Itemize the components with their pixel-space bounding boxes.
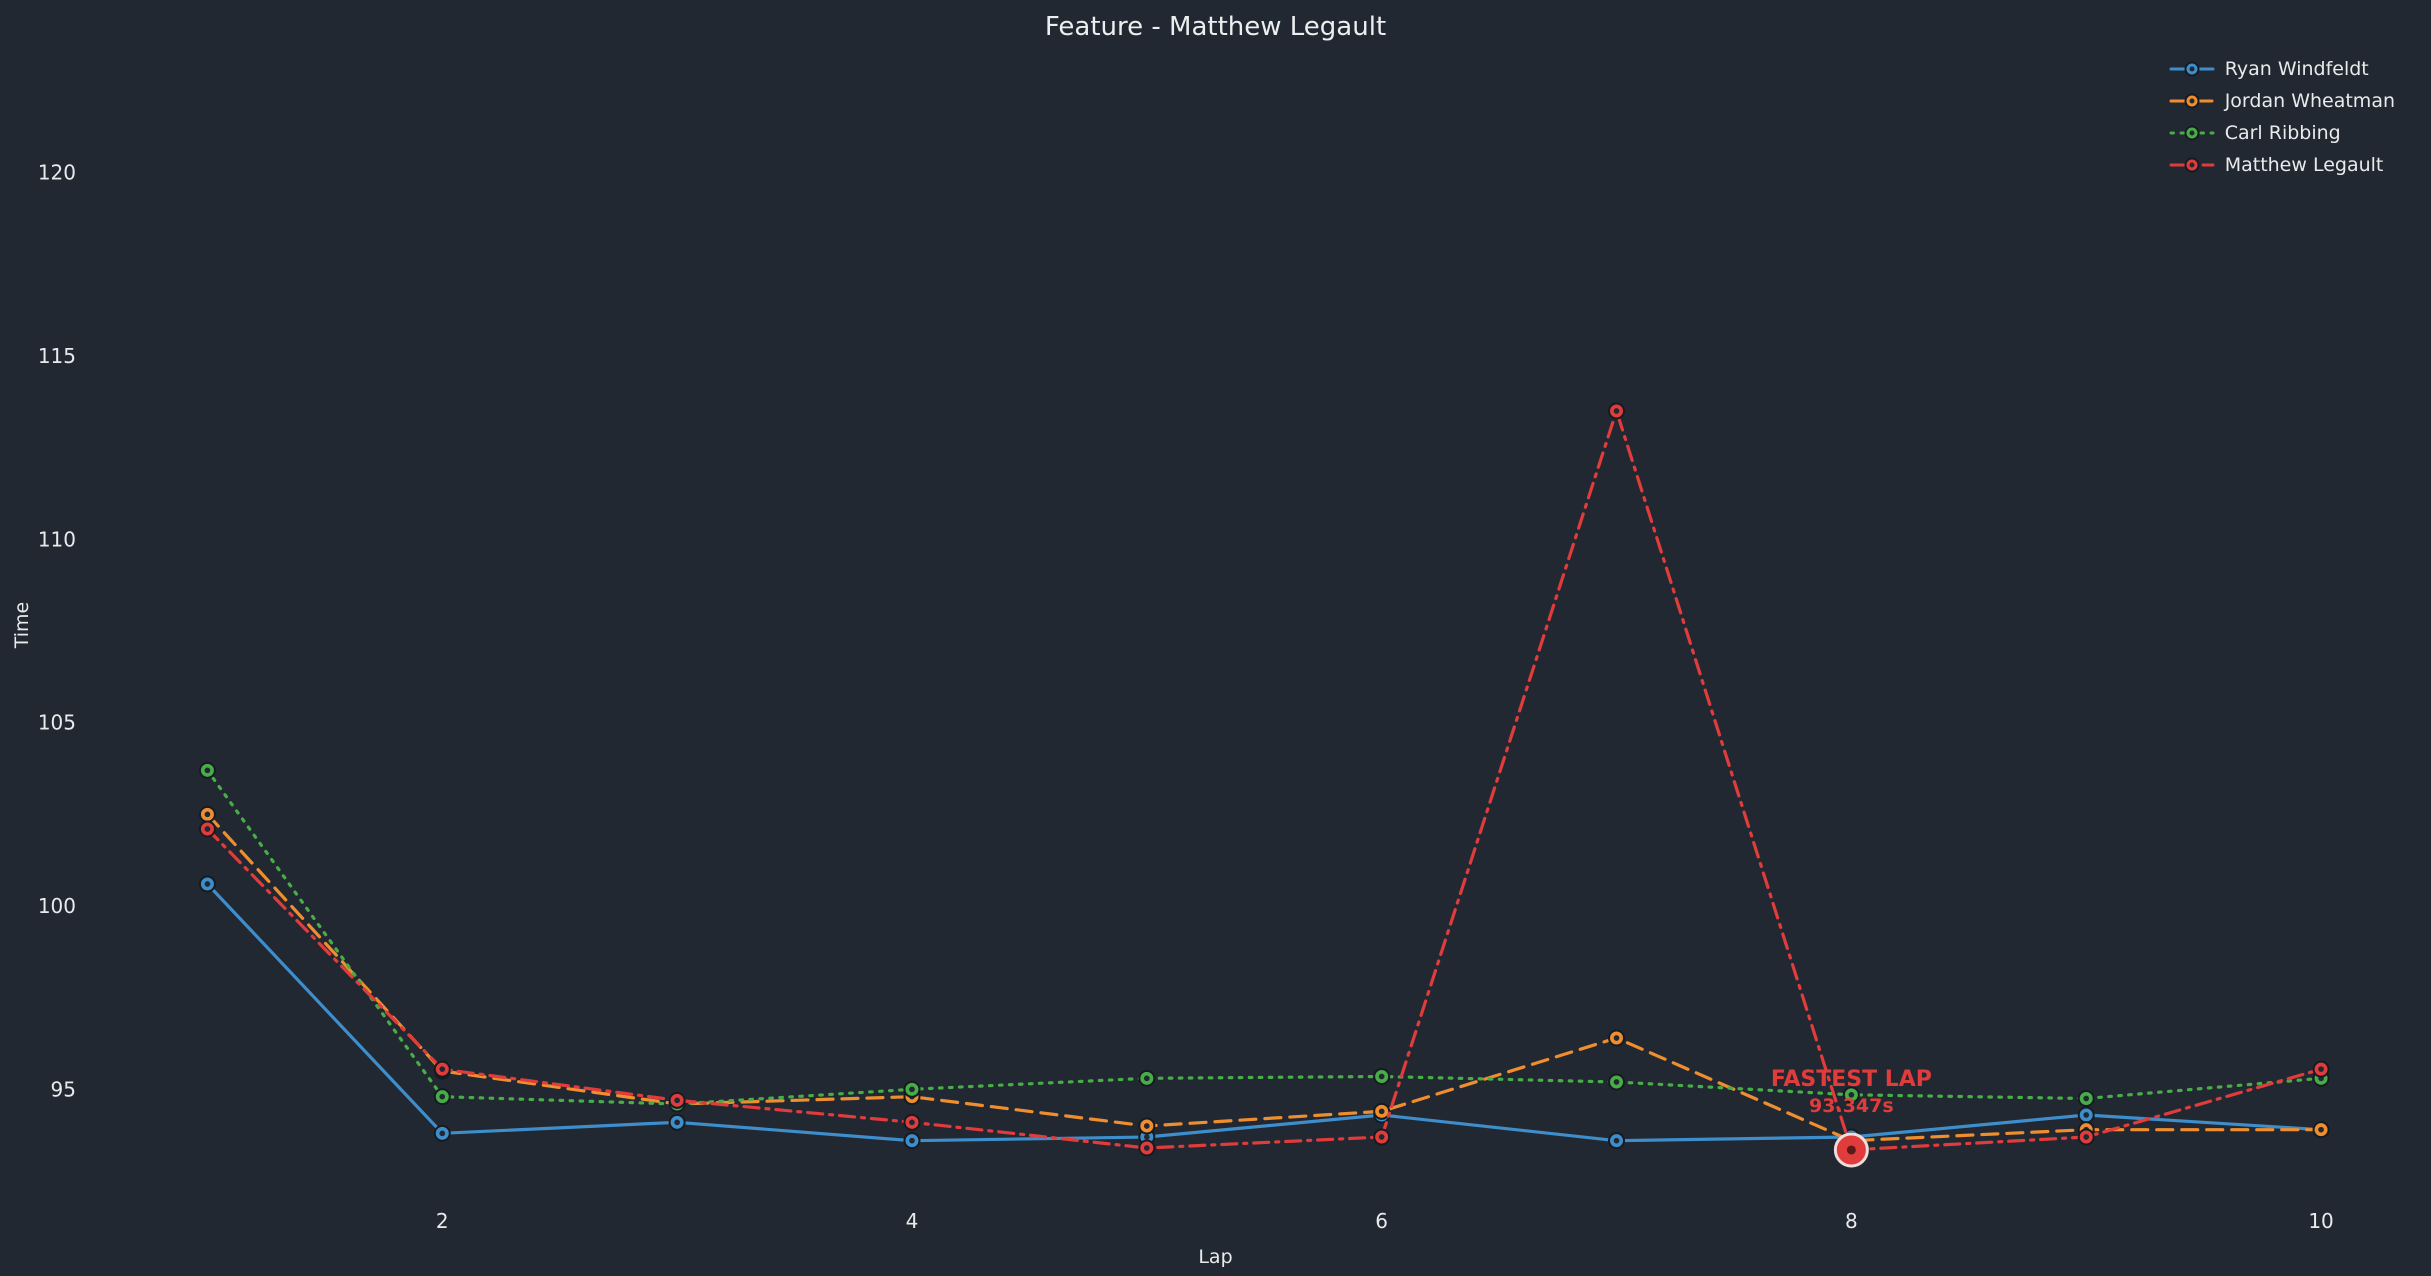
- legend-item-carl-ribbing: Carl Ribbing: [2169, 122, 2395, 144]
- series-matthew-legault: [198, 402, 2330, 1159]
- data-point-marker-center: [204, 767, 211, 774]
- x-axis-label: Lap: [1198, 1246, 1233, 1268]
- series-line-ryan-windfeldt: [205, 882, 2323, 1143]
- data-point-marker-center: [1143, 1123, 1150, 1129]
- data-point-marker-center: [2083, 1095, 2090, 1102]
- fastest-lap-time: 93.347s: [1809, 1095, 1894, 1117]
- legend-label-ryan-windfeldt: Ryan Windfeldt: [2224, 58, 2369, 80]
- data-point-marker-center: [1143, 1134, 1150, 1140]
- data-point-marker-center: [674, 1119, 680, 1126]
- data-point-marker-center: [204, 881, 211, 887]
- data-point-marker-center: [1613, 408, 1620, 414]
- fastest-lap-marker-center: [1846, 1145, 1856, 1155]
- x-tick-label: 4: [906, 1209, 919, 1233]
- fastest-lap-label: FASTEST LAP: [1771, 1067, 1932, 1092]
- data-point-marker-center: [2318, 1126, 2324, 1133]
- data-point-marker-center: [909, 1137, 915, 1144]
- series-carl-ribbing: [198, 761, 2330, 1113]
- data-point-marker-center: [2083, 1134, 2090, 1140]
- legend-label-carl-ribbing: Carl Ribbing: [2224, 122, 2341, 144]
- legend-item-ryan-windfeldt: Ryan Windfeldt: [2169, 58, 2395, 80]
- legend: Ryan Windfeldt Jordan Wheatman Carl Ribbin…: [2169, 58, 2395, 176]
- data-point-marker-center: [439, 1130, 446, 1137]
- data-point-marker-center: [674, 1097, 680, 1104]
- data-point-marker-center: [439, 1093, 446, 1100]
- data-point-marker-center: [439, 1066, 446, 1073]
- y-tick-label: 120: [38, 161, 76, 185]
- series-line-matthew-legault: [205, 405, 2323, 1152]
- legend-line-ryan-windfeldt: [2169, 61, 2215, 77]
- x-tick-label: 2: [436, 1209, 449, 1233]
- x-tick-label: 6: [1375, 1209, 1388, 1233]
- data-point-marker-center: [909, 1086, 915, 1093]
- data-point-marker-center: [1613, 1035, 1620, 1041]
- x-tick-label: 10: [2308, 1209, 2333, 1233]
- series-ryan-windfeldt: [198, 875, 2330, 1150]
- chart-title: Feature - Matthew Legault: [1044, 12, 1387, 42]
- data-point-marker-center: [204, 826, 211, 832]
- series-line-carl-ribbing: [205, 768, 2323, 1106]
- data-point-marker-center: [1143, 1145, 1150, 1151]
- legend-item-jordan-wheatman: Jordan Wheatman: [2169, 90, 2395, 112]
- data-point-marker-center: [2318, 1066, 2324, 1073]
- data-point-marker-center: [1848, 1091, 1855, 1098]
- legend-item-matthew-legault: Matthew Legault: [2169, 154, 2395, 176]
- x-tick-label: 8: [1845, 1209, 1858, 1233]
- data-point-marker-center: [1378, 1108, 1385, 1115]
- data-point-marker-center: [1143, 1075, 1150, 1082]
- y-tick-label: 100: [38, 894, 76, 918]
- fastest-lap-annotation: FASTEST LAP 93.347s: [1771, 1067, 1932, 1168]
- y-tick-label: 105: [38, 711, 76, 735]
- data-point-marker-center: [909, 1119, 915, 1126]
- legend-label-matthew-legault: Matthew Legault: [2224, 154, 2384, 176]
- data-point-marker-center: [1378, 1134, 1385, 1140]
- y-tick-label: 115: [38, 344, 76, 368]
- data-point-marker-center: [1613, 1137, 1620, 1144]
- data-point-marker-center: [1613, 1079, 1620, 1085]
- data-point-marker-center: [1378, 1073, 1385, 1080]
- legend-line-carl-ribbing: [2169, 125, 2215, 141]
- legend-line-jordan-wheatman: [2169, 93, 2215, 109]
- legend-line-matthew-legault: [2169, 157, 2215, 173]
- series-line-jordan-wheatman: [205, 812, 2323, 1143]
- legend-label-jordan-wheatman: Jordan Wheatman: [2224, 90, 2395, 112]
- data-point-marker-center: [2083, 1112, 2090, 1118]
- y-tick-label: 95: [51, 1077, 76, 1101]
- data-point-marker-center: [204, 811, 211, 818]
- y-tick-label: 110: [38, 527, 76, 551]
